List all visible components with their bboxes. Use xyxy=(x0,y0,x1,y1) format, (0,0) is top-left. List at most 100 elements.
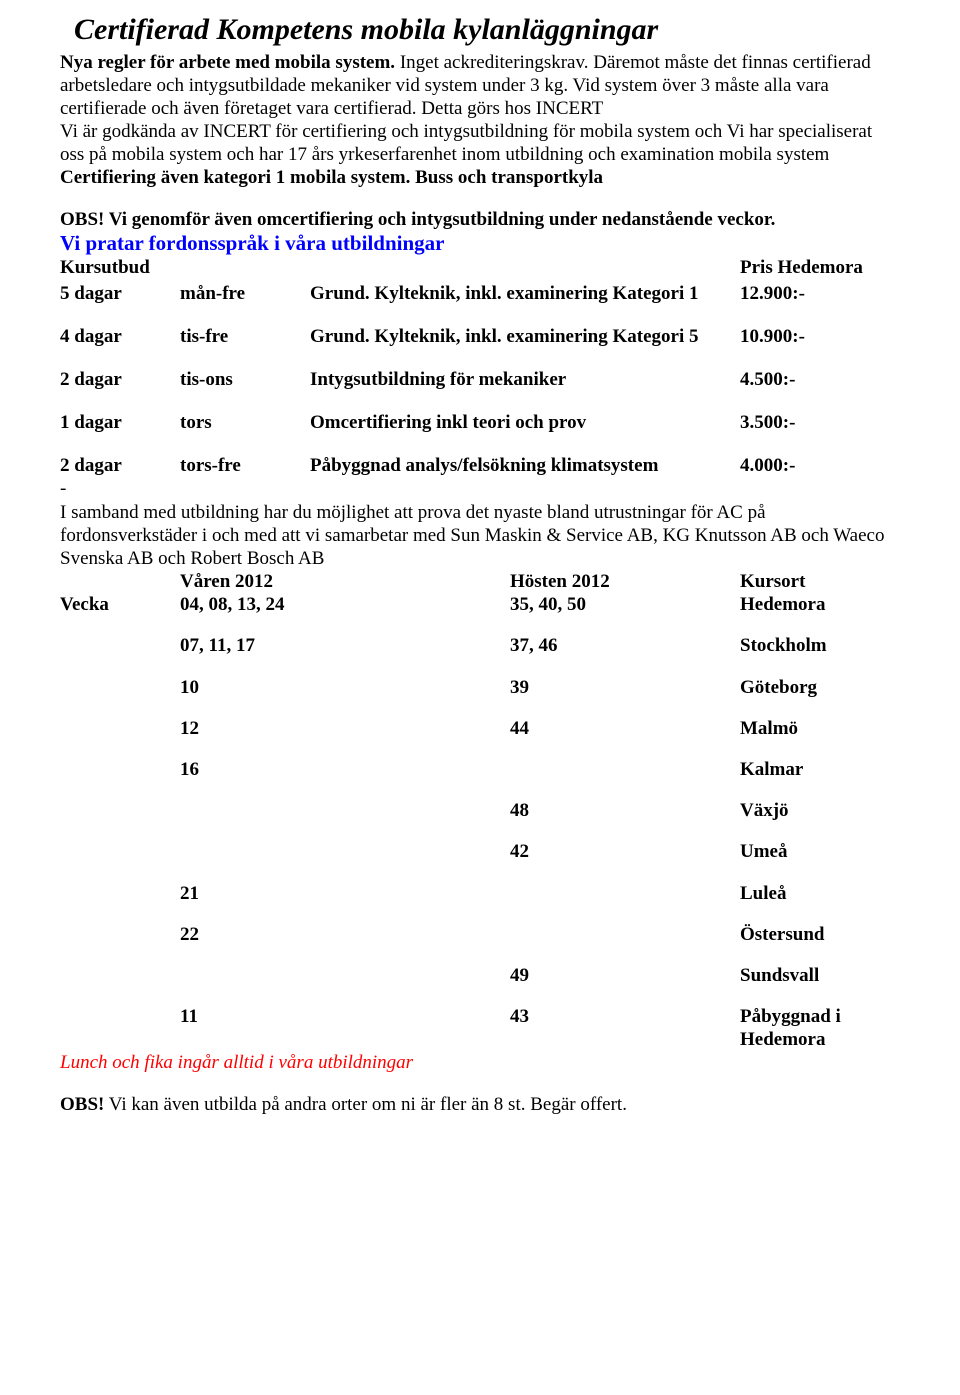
intro-bold: Nya regler för arbete med mobila system. xyxy=(60,52,395,73)
course-days: tors-fre xyxy=(180,454,310,477)
lunch-line: Lunch och fika ingår alltid i våra utbil… xyxy=(60,1051,900,1074)
course-desc: Grund. Kylteknik, inkl. examinering Kate… xyxy=(310,325,740,348)
intro-paragraph-2: Vi är godkända av INCERT för certifierin… xyxy=(60,120,900,190)
spacer xyxy=(180,256,310,279)
course-duration: 2 dagar xyxy=(60,454,180,477)
spacer xyxy=(60,923,180,946)
schedule-fall xyxy=(510,758,740,781)
schedule-fall-hdr: Hösten 2012 xyxy=(510,570,740,593)
schedule-row: 16 Kalmar xyxy=(60,758,900,781)
obs2-rest: Vi kan även utbilda på andra orter om ni… xyxy=(104,1094,627,1115)
schedule-fall xyxy=(510,882,740,905)
schedule-row: 49 Sundsvall xyxy=(60,964,900,987)
spacer xyxy=(60,634,180,657)
course-row: 5 dagar mån-fre Grund. Kylteknik, inkl. … xyxy=(60,282,900,305)
schedule-fall: 49 xyxy=(510,964,740,987)
schedule-spring xyxy=(180,840,510,863)
schedule-ort: Luleå xyxy=(740,882,900,905)
schedule-ort: Malmö xyxy=(740,717,900,740)
spacer xyxy=(60,758,180,781)
schedule-spring: 04, 08, 13, 24 xyxy=(180,593,510,616)
schedule-spring xyxy=(180,799,510,822)
schedule-spring xyxy=(180,964,510,987)
schedule-spring: 10 xyxy=(180,676,510,699)
schedule-spring: 22 xyxy=(180,923,510,946)
schedule-ort: Sundsvall xyxy=(740,964,900,987)
schedule-row: 10 39 Göteborg xyxy=(60,676,900,699)
schedule-fall: 39 xyxy=(510,676,740,699)
obs-recertify: OBS! Vi genomför även omcertifiering och… xyxy=(60,208,900,231)
schedule-ort: Växjö xyxy=(740,799,900,822)
after-courses-para: I samband med utbildning har du möjlighe… xyxy=(60,501,900,571)
course-days: mån-fre xyxy=(180,282,310,305)
course-price: 12.900:- xyxy=(740,282,900,305)
course-row: 2 dagar tis-ons Intygsutbildning för mek… xyxy=(60,368,900,391)
schedule-fall: 37, 46 xyxy=(510,634,740,657)
course-header: Kursutbud Pris Hedemora xyxy=(60,256,900,279)
spacer xyxy=(60,570,180,593)
course-days: tis-fre xyxy=(180,325,310,348)
schedule-ort: Göteborg xyxy=(740,676,900,699)
schedule-ort: Kalmar xyxy=(740,758,900,781)
schedule-spring: 07, 11, 17 xyxy=(180,634,510,657)
schedule-row: 21 Luleå xyxy=(60,882,900,905)
schedule-ort: Stockholm xyxy=(740,634,900,657)
schedule-fall: 44 xyxy=(510,717,740,740)
course-header-right: Pris Hedemora xyxy=(740,256,900,279)
obs-other-locations: OBS! Vi kan även utbilda på andra orter … xyxy=(60,1093,900,1116)
intro-paragraph: Nya regler för arbete med mobila system.… xyxy=(60,51,900,121)
schedule-fall: 48 xyxy=(510,799,740,822)
schedule-row: 48 Växjö xyxy=(60,799,900,822)
course-row: 2 dagar tors-fre Påbyggnad analys/felsök… xyxy=(60,454,900,477)
course-row: 4 dagar tis-fre Grund. Kylteknik, inkl. … xyxy=(60,325,900,348)
spacer xyxy=(310,256,740,279)
schedule-fall: 43 xyxy=(510,1005,740,1051)
dash-line: - xyxy=(60,477,900,500)
spacer xyxy=(60,1005,180,1051)
course-row: 1 dagar tors Omcertifiering inkl teori o… xyxy=(60,411,900,434)
course-header-left: Kursutbud xyxy=(60,256,180,279)
schedule-row: Vecka 04, 08, 13, 24 35, 40, 50 Hedemora xyxy=(60,593,900,616)
schedule-row: 07, 11, 17 37, 46 Stockholm xyxy=(60,634,900,657)
course-duration: 4 dagar xyxy=(60,325,180,348)
schedule-header: Våren 2012 Hösten 2012 Kursort xyxy=(60,570,900,593)
schedule-spring: 21 xyxy=(180,882,510,905)
schedule-row: 22 Östersund xyxy=(60,923,900,946)
spacer xyxy=(60,799,180,822)
schedule-spring: 12 xyxy=(180,717,510,740)
course-duration: 2 dagar xyxy=(60,368,180,391)
course-price: 4.000:- xyxy=(740,454,900,477)
course-days: tis-ons xyxy=(180,368,310,391)
schedule-fall: 42 xyxy=(510,840,740,863)
schedule-row: 42 Umeå xyxy=(60,840,900,863)
schedule-ort: Umeå xyxy=(740,840,900,863)
schedule-row: 12 44 Malmö xyxy=(60,717,900,740)
spacer xyxy=(60,840,180,863)
course-price: 4.500:- xyxy=(740,368,900,391)
blue-heading: Vi pratar fordonsspråk i våra utbildning… xyxy=(60,231,900,257)
spacer xyxy=(60,676,180,699)
course-duration: 5 dagar xyxy=(60,282,180,305)
schedule-ort: Påbyggnad i Hedemora xyxy=(740,1005,900,1051)
spacer xyxy=(60,882,180,905)
vecka-label: Vecka xyxy=(60,593,180,616)
schedule-ort: Östersund xyxy=(740,923,900,946)
spacer xyxy=(60,964,180,987)
schedule-spring: 11 xyxy=(180,1005,510,1051)
schedule-spring: 16 xyxy=(180,758,510,781)
spacer xyxy=(60,717,180,740)
course-price: 10.900:- xyxy=(740,325,900,348)
course-desc: Påbyggnad analys/felsökning klimatsystem xyxy=(310,454,740,477)
schedule-fall xyxy=(510,923,740,946)
intro-line2: Vi är godkända av INCERT för certifierin… xyxy=(60,121,872,165)
course-days: tors xyxy=(180,411,310,434)
schedule-spring-hdr: Våren 2012 xyxy=(180,570,510,593)
schedule-ort-hdr: Kursort xyxy=(740,570,900,593)
course-price: 3.500:- xyxy=(740,411,900,434)
page-title: Certifierad Kompetens mobila kylanläggni… xyxy=(60,12,900,49)
schedule-fall: 35, 40, 50 xyxy=(510,593,740,616)
course-duration: 1 dagar xyxy=(60,411,180,434)
obs2-bold: OBS! xyxy=(60,1094,104,1115)
course-desc: Omcertifiering inkl teori och prov xyxy=(310,411,740,434)
schedule-row: 11 43 Påbyggnad i Hedemora xyxy=(60,1005,900,1051)
